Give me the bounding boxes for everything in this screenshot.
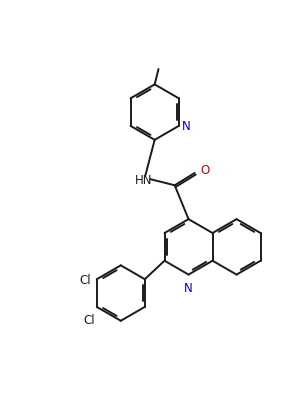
Text: O: O [201, 163, 210, 176]
Text: Cl: Cl [83, 313, 95, 326]
Text: Cl: Cl [79, 273, 91, 286]
Text: HN: HN [135, 173, 153, 186]
Text: N: N [184, 281, 193, 294]
Text: N: N [182, 120, 191, 133]
